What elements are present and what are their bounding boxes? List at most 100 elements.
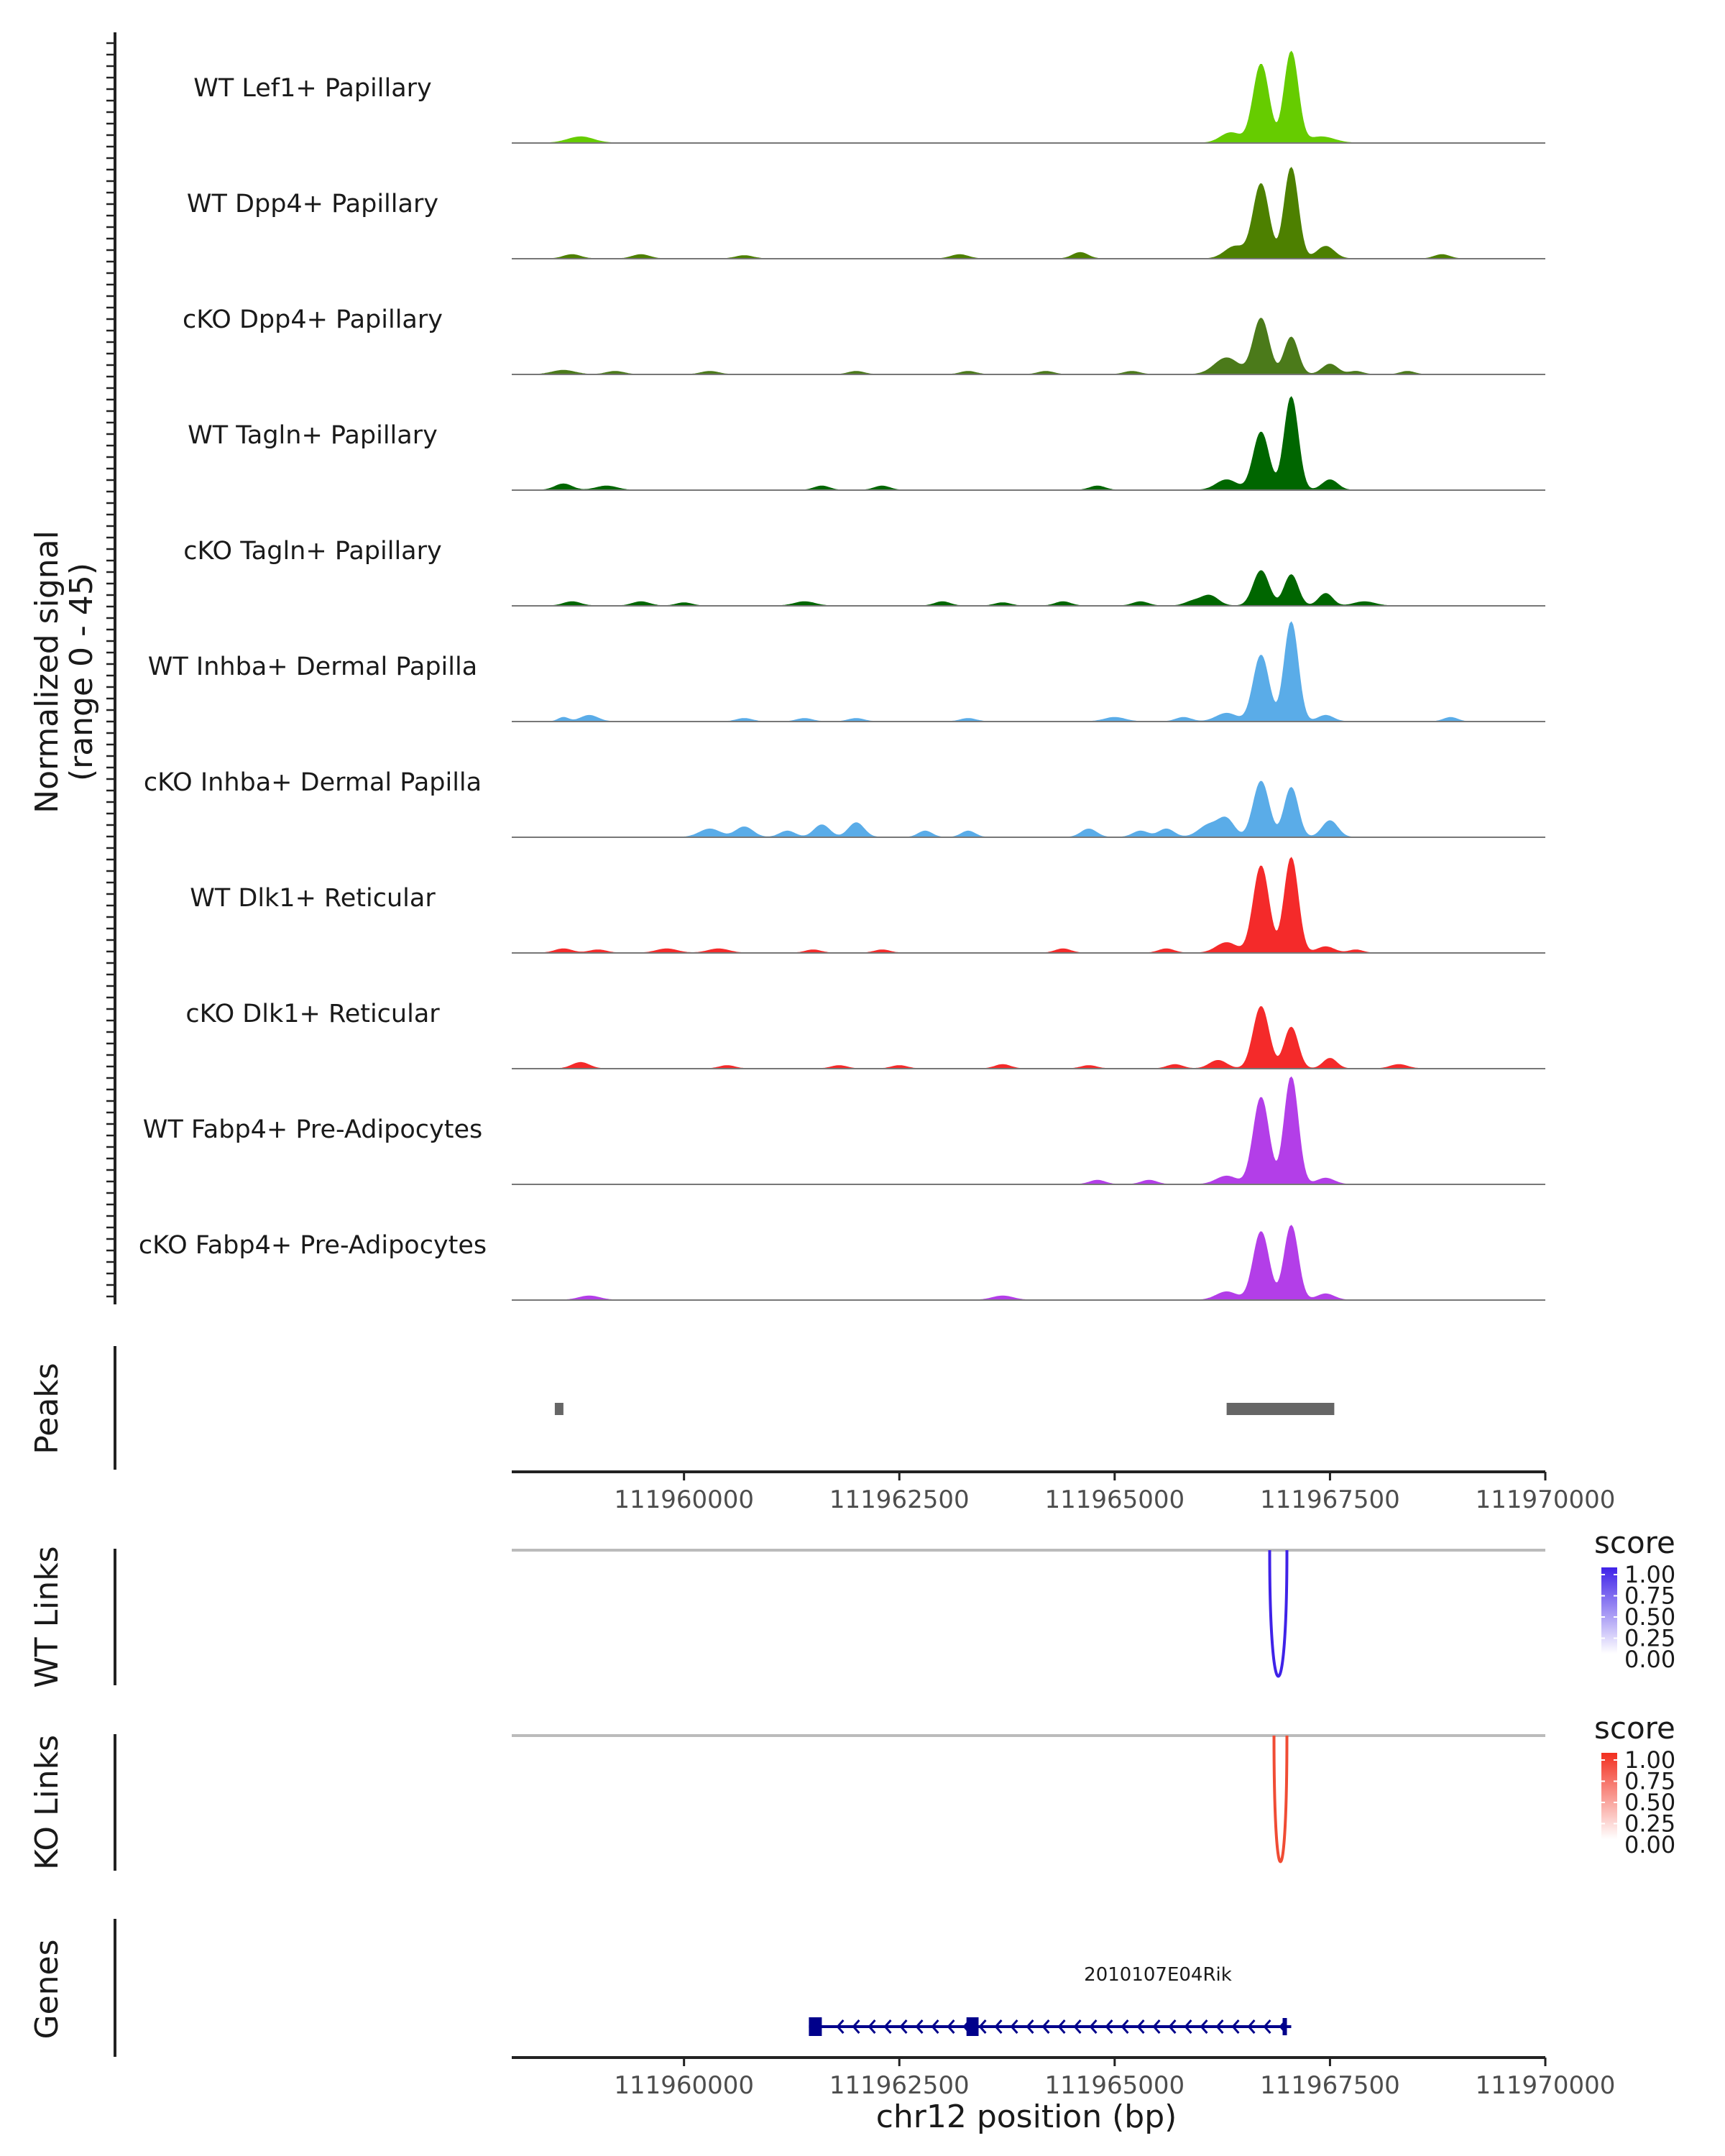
gene-strand-arrow	[883, 2019, 892, 2034]
genes-x-axis-tick-label: 111960000	[614, 2071, 754, 2100]
gene-strand-arrow	[868, 2019, 876, 2034]
coverage-signal-area	[512, 857, 1545, 954]
genes-x-axis-tick-label: 111962500	[829, 2071, 970, 2100]
gene-strand-arrow	[1057, 2019, 1066, 2034]
gene-strand-arrow	[931, 2019, 939, 2034]
gene-strand-arrow	[1215, 2019, 1224, 2034]
coverage-track-label: cKO Inhba+ Dermal Papilla	[144, 768, 482, 797]
gene-strand-arrow	[947, 2019, 955, 2034]
gene-exon	[809, 2017, 822, 2036]
peaks-x-axis-tick-label: 111967500	[1260, 1485, 1400, 1514]
peaks-x-axis-tick-label: 111962500	[829, 1485, 970, 1514]
coverage-panel: Normalized signal(range 0 - 45) WT Lef1+ …	[29, 32, 1545, 1304]
coverage-track-cko-tagln-papillary: cKO Tagln+ Papillary	[183, 537, 1545, 607]
coverage-track-label: WT Inhba+ Dermal Papilla	[148, 653, 477, 681]
genes-panel: Genes 2010107E04Rik	[29, 1919, 1292, 2057]
gene-strand-arrow	[1073, 2019, 1082, 2034]
genes-x-axis-tick-label: 111965000	[1044, 2071, 1184, 2100]
gene-strand-arrow	[1121, 2019, 1129, 2034]
coverage-track-label: cKO Fabp4+ Pre-Adipocytes	[139, 1231, 487, 1260]
coverage-track-wt-inhba-dermal-papilla: WT Inhba+ Dermal Papilla	[148, 621, 1545, 722]
coverage-track-label: WT Tagln+ Papillary	[188, 421, 438, 450]
peaks-x-axis-tick-label: 111960000	[614, 1485, 754, 1514]
score-legend-colorbar	[1601, 1753, 1617, 1839]
links-track-label: WT Links	[29, 1546, 65, 1687]
gene-strand-arrow	[1247, 2019, 1256, 2034]
coverage-y-axis-range: (range 0 - 45)	[63, 563, 100, 781]
gene-strand-arrow	[978, 2019, 987, 2034]
coverage-track-wt-tagln-papillary: WT Tagln+ Papillary	[188, 396, 1545, 491]
peaks-track-label: Peaks	[29, 1363, 65, 1454]
peaks-panel: Peaks	[29, 1346, 1335, 1470]
coverage-signal-area	[512, 1225, 1545, 1301]
score-legend-label: 1.00	[1624, 1746, 1675, 1774]
gene-exon	[966, 2017, 979, 2036]
peak-region	[554, 1403, 564, 1415]
score-legend-label: 0.00	[1624, 1831, 1675, 1858]
coverage-track-label: cKO Dpp4+ Papillary	[183, 305, 443, 334]
gene-strand-arrow	[1089, 2019, 1098, 2034]
genes-x-axis: 111960000 111962500 111965000 111967500 1119…	[512, 2056, 1616, 2135]
coverage-signal-area	[512, 1076, 1545, 1185]
score-legend-colorbar	[1601, 1567, 1617, 1654]
peaks-x-axis-tick-label: 111965000	[1044, 1485, 1184, 1514]
genes-x-axis-tick-label: 111967500	[1260, 2071, 1400, 2100]
score-legend-title: score	[1594, 1710, 1675, 1746]
link-arc	[1272, 1735, 1289, 1864]
gene-strand-arrow	[1200, 2019, 1208, 2034]
gene-strand-arrow	[1263, 2019, 1271, 2034]
coverage-track-label: WT Fabp4+ Pre-Adipocytes	[143, 1115, 482, 1144]
coverage-track-cko-fabp4-pre-adipocytes: cKO Fabp4+ Pre-Adipocytes	[139, 1225, 1545, 1301]
link-arc	[1268, 1549, 1289, 1678]
peak-region	[1226, 1403, 1335, 1415]
gene-strand-arrow	[836, 2019, 845, 2034]
score-legend-label: 0.00	[1624, 1646, 1675, 1673]
coverage-track-label: WT Dpp4+ Papillary	[187, 190, 438, 218]
coverage-signal-area	[512, 570, 1545, 607]
gene-strand-arrow	[1184, 2019, 1192, 2034]
gene-strand-arrow	[1026, 2019, 1034, 2034]
coverage-track-cko-dpp4-papillary: cKO Dpp4+ Papillary	[183, 305, 1545, 375]
genes-x-axis-tick-label: 111970000	[1476, 2071, 1616, 2100]
genes-track-label: Genes	[29, 1939, 65, 2039]
gene-strand-arrow	[1136, 2019, 1145, 2034]
coverage-signal-area	[512, 780, 1545, 838]
gene-strand-arrow	[1010, 2019, 1018, 2034]
coverage-signal-area	[512, 1006, 1545, 1069]
score-legend-label: 0.75	[1624, 1768, 1675, 1795]
gene-exon	[1282, 2018, 1287, 2035]
gene-strand-arrow	[1168, 2019, 1177, 2034]
coverage-signal-area	[512, 396, 1545, 491]
coverage-track-label: WT Dlk1+ Reticular	[190, 884, 436, 913]
coverage-signal-area	[512, 50, 1545, 144]
gene-strand-arrow	[1231, 2019, 1240, 2034]
score-legend-label: 0.50	[1624, 1789, 1675, 1816]
score-legend-label: 0.25	[1624, 1625, 1675, 1652]
peaks-x-axis: 111960000 111962500 111965000 111967500 1119…	[512, 1470, 1616, 1514]
score-legend-label: 1.00	[1624, 1561, 1675, 1588]
coverage-signal-area	[512, 167, 1545, 259]
coverage-signal-area	[512, 318, 1545, 375]
coverage-track-cko-inhba-dermal-papilla: cKO Inhba+ Dermal Papilla	[144, 768, 1545, 838]
gene-strand-arrow	[915, 2019, 924, 2034]
coverage-signal-area	[512, 621, 1545, 722]
x-axis-title: chr12 position (bp)	[876, 2099, 1177, 2135]
score-legend-label: 0.50	[1624, 1603, 1675, 1631]
peaks-x-axis-tick-label: 111970000	[1476, 1485, 1616, 1514]
coverage-track-wt-dlk1-reticular: WT Dlk1+ Reticular	[190, 857, 1545, 954]
gene-strand-arrow	[994, 2019, 1003, 2034]
coverage-track-wt-dpp4-papillary: WT Dpp4+ Papillary	[187, 167, 1545, 259]
coverage-track-label: cKO Tagln+ Papillary	[183, 537, 442, 566]
gene-strand-arrow	[1105, 2019, 1113, 2034]
gene-strand-arrow	[852, 2019, 860, 2034]
coverage-track-cko-dlk1-reticular: cKO Dlk1+ Reticular	[185, 1000, 1545, 1069]
coverage-y-axis-title: Normalized signal	[29, 530, 65, 814]
score-legend-label: 0.75	[1624, 1583, 1675, 1610]
gene-strand-arrow	[1041, 2019, 1050, 2034]
